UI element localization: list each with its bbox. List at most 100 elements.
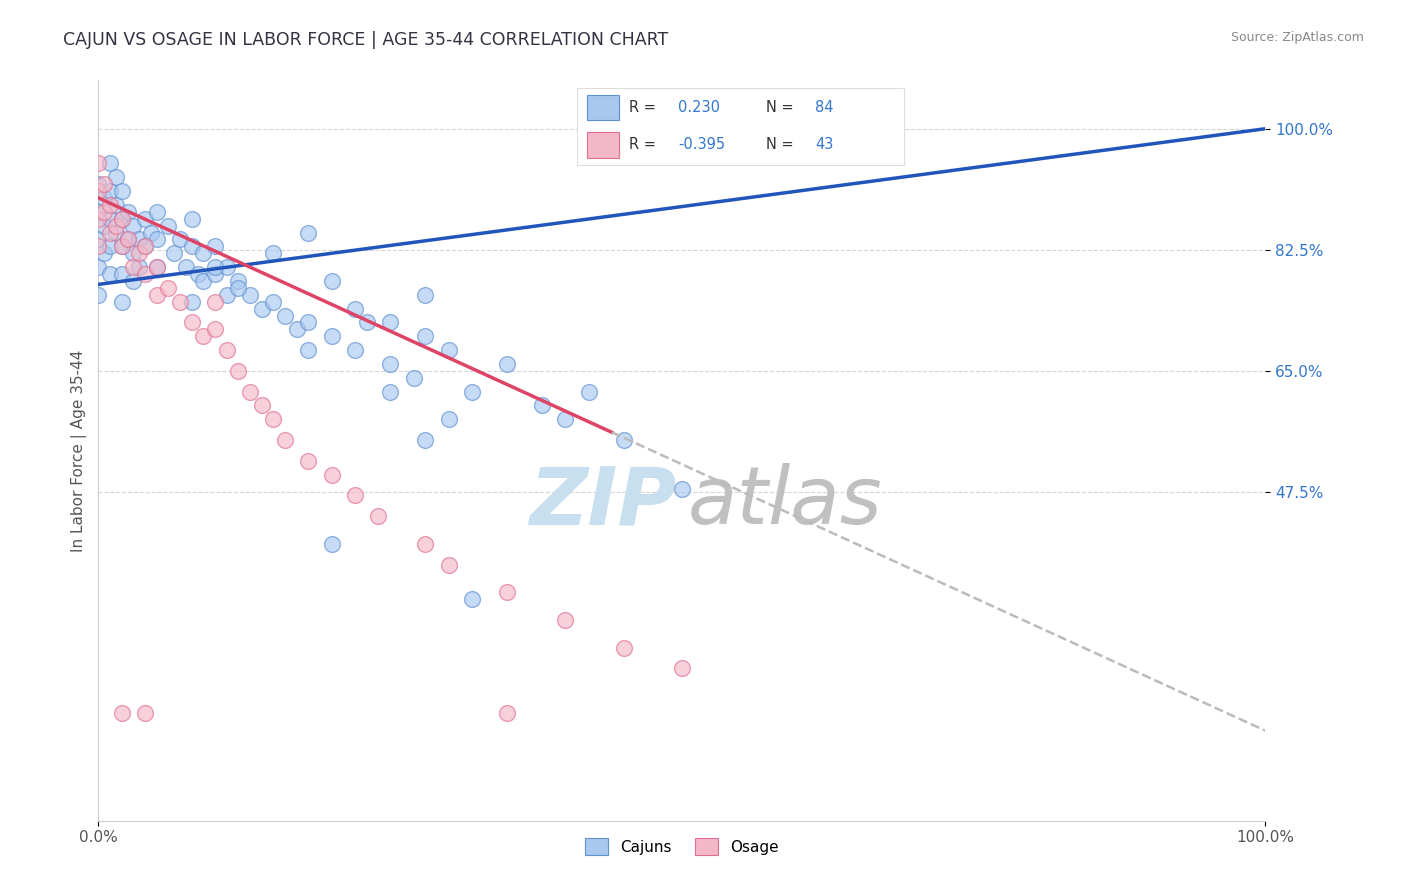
Point — [215, 343, 238, 358]
Point — [87, 211, 110, 226]
Text: ZIP: ZIP — [529, 463, 676, 541]
Point — [87, 232, 110, 246]
Point — [613, 433, 636, 447]
Point — [578, 384, 600, 399]
Point — [380, 315, 402, 329]
Point — [461, 384, 484, 399]
Point — [122, 260, 145, 274]
Point — [262, 246, 284, 260]
Point — [193, 329, 215, 343]
Point — [297, 226, 319, 240]
Point — [380, 357, 402, 371]
Point — [117, 204, 139, 219]
Point — [613, 640, 636, 655]
Point — [554, 412, 576, 426]
Point — [496, 706, 519, 721]
Point — [146, 260, 169, 274]
Point — [285, 322, 308, 336]
Point — [98, 239, 121, 253]
Point — [134, 211, 156, 226]
Point — [402, 371, 425, 385]
Point — [128, 246, 150, 260]
Point — [204, 267, 226, 281]
Point — [134, 267, 156, 281]
Point — [93, 219, 115, 233]
Point — [146, 260, 169, 274]
Point — [344, 301, 367, 316]
Point — [104, 198, 127, 212]
Point — [671, 661, 693, 675]
Point — [228, 281, 250, 295]
Point — [87, 156, 110, 170]
Point — [180, 294, 202, 309]
Point — [157, 219, 180, 233]
Point — [111, 184, 134, 198]
Point — [228, 364, 250, 378]
Point — [274, 433, 297, 447]
Point — [111, 706, 134, 721]
Point — [111, 239, 134, 253]
Point — [215, 287, 238, 301]
Point — [274, 309, 297, 323]
Text: atlas: atlas — [688, 463, 883, 541]
Point — [262, 294, 284, 309]
Point — [146, 204, 169, 219]
Point — [98, 198, 121, 212]
Point — [98, 211, 121, 226]
Point — [321, 329, 343, 343]
Point — [204, 322, 226, 336]
Point — [87, 260, 110, 274]
Point — [111, 239, 134, 253]
Point — [146, 232, 169, 246]
Point — [204, 294, 226, 309]
Point — [413, 537, 436, 551]
Point — [104, 219, 127, 233]
Point — [122, 219, 145, 233]
Point — [87, 184, 110, 198]
Point — [98, 267, 121, 281]
Point — [228, 274, 250, 288]
Point — [297, 343, 319, 358]
Point — [128, 232, 150, 246]
Point — [98, 226, 121, 240]
Text: Source: ZipAtlas.com: Source: ZipAtlas.com — [1230, 31, 1364, 45]
Point — [169, 294, 191, 309]
Point — [139, 226, 162, 240]
Point — [87, 239, 110, 253]
Point — [344, 343, 367, 358]
Point — [111, 211, 134, 226]
Point — [204, 239, 226, 253]
Point — [146, 287, 169, 301]
Y-axis label: In Labor Force | Age 35-44: In Labor Force | Age 35-44 — [72, 350, 87, 551]
Point — [111, 294, 134, 309]
Point — [134, 239, 156, 253]
Point — [122, 274, 145, 288]
Point — [250, 301, 273, 316]
Point — [413, 433, 436, 447]
Point — [111, 211, 134, 226]
Point — [344, 488, 367, 502]
Point — [180, 239, 202, 253]
Point — [134, 706, 156, 721]
Point — [180, 315, 202, 329]
Point — [530, 399, 553, 413]
Point — [321, 537, 343, 551]
Point — [437, 412, 460, 426]
Point — [554, 613, 576, 627]
Point — [117, 232, 139, 246]
Legend: Cajuns, Osage: Cajuns, Osage — [579, 832, 785, 861]
Point — [163, 246, 186, 260]
Point — [128, 260, 150, 274]
Point — [461, 592, 484, 607]
Point — [239, 287, 262, 301]
Point — [204, 260, 226, 274]
Text: CAJUN VS OSAGE IN LABOR FORCE | AGE 35-44 CORRELATION CHART: CAJUN VS OSAGE IN LABOR FORCE | AGE 35-4… — [63, 31, 668, 49]
Point — [117, 232, 139, 246]
Point — [239, 384, 262, 399]
Point — [98, 184, 121, 198]
Point — [193, 274, 215, 288]
Point — [193, 246, 215, 260]
Point — [367, 509, 389, 524]
Point — [169, 232, 191, 246]
Point — [104, 170, 127, 185]
